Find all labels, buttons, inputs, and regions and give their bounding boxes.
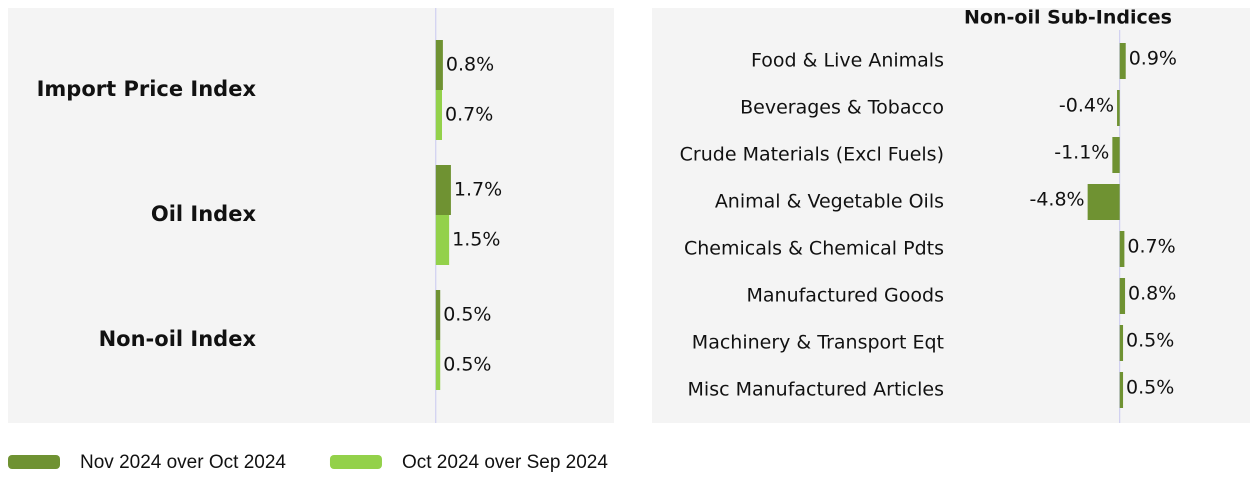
bar — [1119, 372, 1124, 408]
bar — [1119, 278, 1126, 314]
bar — [435, 290, 441, 340]
category-label: Chemicals & Chemical Pdts — [684, 238, 944, 260]
bar — [435, 90, 443, 140]
value-label: 0.5% — [1126, 330, 1174, 352]
bar — [1112, 137, 1120, 173]
bar — [435, 40, 443, 90]
value-label: 0.8% — [1128, 283, 1176, 305]
value-label: 1.5% — [452, 229, 500, 251]
category-label: Manufactured Goods — [746, 285, 944, 307]
category-label: Misc Manufactured Articles — [688, 379, 944, 401]
bar — [1119, 43, 1126, 79]
category-label: Animal & Vegetable Oils — [715, 191, 944, 213]
category-label: Import Price Index — [37, 77, 257, 101]
value-label: 0.8% — [446, 54, 494, 76]
category-label: Food & Live Animals — [751, 50, 944, 72]
value-label: 0.7% — [1127, 236, 1175, 258]
bar — [435, 340, 441, 390]
category-label: Beverages & Tobacco — [740, 97, 944, 119]
panel-left — [8, 8, 614, 423]
value-label: 1.7% — [454, 179, 502, 201]
category-label: Crude Materials (Excl Fuels) — [680, 144, 944, 166]
bar — [1119, 325, 1124, 361]
legend-label: Oct 2024 over Sep 2024 — [402, 452, 608, 473]
value-label: 0.9% — [1129, 48, 1177, 70]
legend-swatch — [329, 455, 382, 469]
value-label: -0.4% — [1059, 95, 1114, 117]
category-label: Oil Index — [151, 202, 257, 226]
bar — [1087, 184, 1120, 220]
legend-label: Nov 2024 over Oct 2024 — [80, 452, 286, 473]
value-label: 0.5% — [443, 354, 491, 376]
value-label: 0.7% — [445, 104, 493, 126]
value-label: 0.5% — [443, 304, 491, 326]
category-label: Machinery & Transport Eqt — [692, 332, 944, 354]
value-label: -4.8% — [1029, 189, 1084, 211]
value-label: -1.1% — [1054, 142, 1109, 164]
bar — [1117, 90, 1120, 126]
bar — [435, 215, 450, 265]
bar — [1119, 231, 1125, 267]
panel-right — [652, 8, 1250, 423]
bar — [435, 165, 451, 215]
legend-swatch — [8, 455, 60, 469]
category-label: Non-oil Index — [99, 327, 257, 351]
value-label: 0.5% — [1126, 377, 1174, 399]
chart-title: Non-oil Sub-Indices — [964, 7, 1172, 29]
